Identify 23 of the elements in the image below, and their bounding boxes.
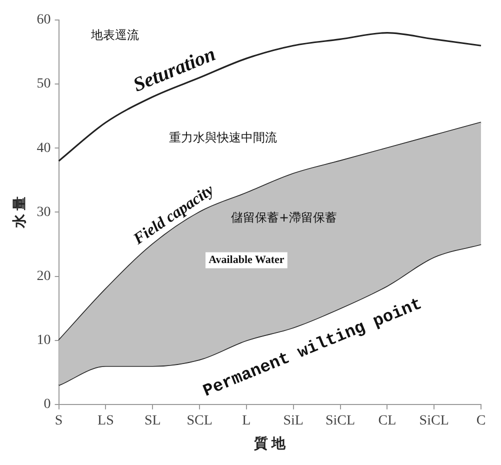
annotation: Available Water <box>208 254 284 266</box>
x-tick-label: SiCL <box>325 413 356 428</box>
y-tick-label: 30 <box>36 204 51 220</box>
x-tick-label: LS <box>98 413 114 428</box>
x-axis-title: 質 地 <box>253 435 287 452</box>
y-axis-title: 水 量 <box>12 196 28 229</box>
y-tick-label: 10 <box>36 333 51 348</box>
x-tick-label: SCL <box>186 413 212 428</box>
annotation: 儲留保蓄+滯留保蓄 <box>230 210 338 225</box>
x-tick-label: CL <box>378 413 396 428</box>
x-tick-label: SiL <box>283 413 304 428</box>
y-tick-label: 60 <box>36 12 51 28</box>
x-tick-label: SiCL <box>419 413 449 428</box>
y-tick-label: 50 <box>36 76 51 92</box>
annotation: 地表逕流 <box>90 28 140 42</box>
x-tick-label: SL <box>144 413 161 428</box>
x-tick-label: S <box>54 413 63 428</box>
y-tick-label: 0 <box>44 397 51 412</box>
x-tick-label: C <box>476 413 486 428</box>
y-tick-label: 20 <box>36 268 51 284</box>
y-tick-label: 40 <box>36 140 51 156</box>
annotation: 重力水與快速中間流 <box>168 130 277 145</box>
x-tick-label: L <box>242 413 251 428</box>
